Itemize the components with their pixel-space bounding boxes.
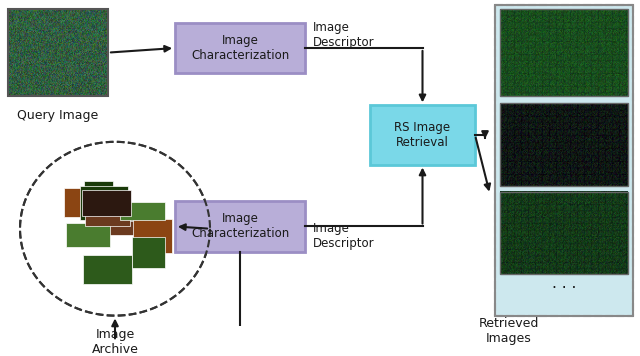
- Bar: [117, 204, 145, 221]
- FancyBboxPatch shape: [175, 23, 305, 73]
- Text: · · ·: · · ·: [552, 281, 576, 296]
- Text: Image
Archive: Image Archive: [92, 329, 138, 356]
- Text: RS Image
Retrieval: RS Image Retrieval: [394, 121, 451, 149]
- Bar: [80, 186, 128, 220]
- Text: Retrieved
Images: Retrieved Images: [479, 318, 539, 345]
- FancyBboxPatch shape: [175, 201, 305, 252]
- Bar: [132, 237, 165, 268]
- Bar: [133, 219, 172, 252]
- Bar: [120, 202, 165, 220]
- Bar: [82, 190, 131, 216]
- Text: Image
Characterization: Image Characterization: [191, 34, 289, 62]
- Text: Image
Characterization: Image Characterization: [191, 213, 289, 240]
- Text: Query Image: Query Image: [17, 109, 99, 122]
- Text: Image
Descriptor: Image Descriptor: [313, 222, 374, 250]
- Bar: [85, 201, 130, 226]
- Bar: [83, 255, 132, 284]
- Text: Image
Descriptor: Image Descriptor: [313, 21, 374, 49]
- Bar: [95, 207, 134, 235]
- FancyBboxPatch shape: [370, 105, 475, 165]
- Bar: [64, 188, 84, 217]
- Bar: [66, 223, 110, 247]
- FancyBboxPatch shape: [495, 5, 633, 316]
- Bar: [84, 181, 113, 195]
